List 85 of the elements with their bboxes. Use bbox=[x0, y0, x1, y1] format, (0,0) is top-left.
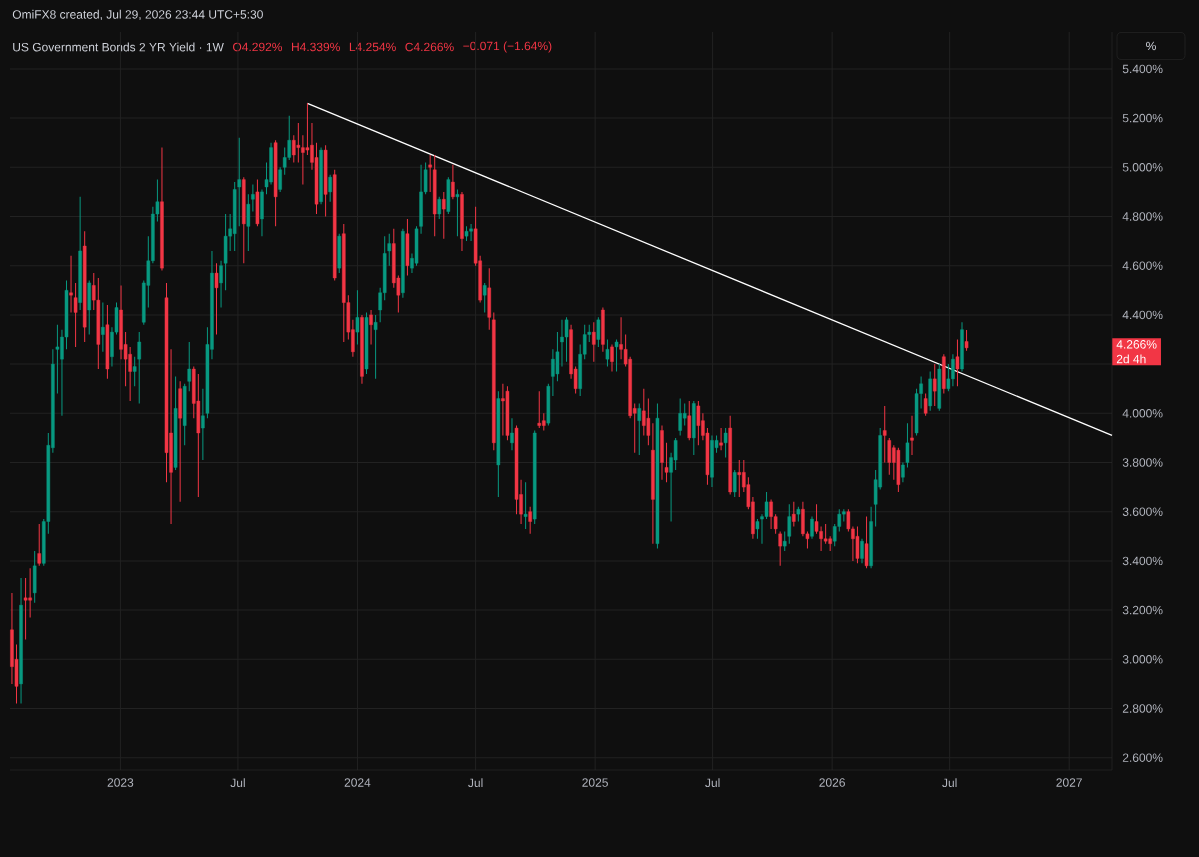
x-tick-label: 2027 bbox=[1056, 778, 1082, 787]
candlestick bbox=[523, 481, 528, 530]
x-tick-label: 2025 bbox=[582, 778, 608, 787]
y-tick-label: 2.800% bbox=[1122, 704, 1163, 713]
x-tick-label: Jul bbox=[705, 778, 720, 788]
y-tick-label: 3.400% bbox=[1122, 556, 1163, 566]
x-tick-label: 2023 bbox=[107, 778, 134, 787]
text: US Government Bonds 2 YR Yield · 1W bbox=[13, 42, 224, 52]
candlestick bbox=[37, 523, 41, 567]
candlestick bbox=[864, 516, 869, 569]
y-tick-label: 5.200% bbox=[1122, 113, 1163, 123]
candlestick bbox=[687, 400, 692, 441]
x-tick-label: Jul bbox=[468, 778, 483, 788]
candlestick bbox=[369, 309, 373, 345]
y-tick-label: 4.800% bbox=[1122, 212, 1163, 221]
candlestick bbox=[910, 415, 914, 456]
candlestick bbox=[528, 506, 532, 535]
y-tick-label: 3.200% bbox=[1122, 605, 1163, 615]
y-tick-label: 4.400% bbox=[1122, 310, 1163, 320]
y-tick-label: 3.600% bbox=[1122, 507, 1163, 516]
x-tick-label: Jul bbox=[230, 778, 245, 788]
y-tick-label: 5.400% bbox=[1122, 64, 1163, 74]
candlestick bbox=[537, 390, 542, 429]
candlestick bbox=[682, 402, 687, 427]
candlestick bbox=[860, 538, 864, 564]
candlestick bbox=[355, 289, 360, 345]
annotation: O4.292% bbox=[233, 42, 283, 52]
candlestick bbox=[614, 339, 619, 372]
candlestick bbox=[137, 331, 141, 404]
text: 4.266% bbox=[1116, 340, 1157, 349]
candlestick bbox=[855, 525, 860, 564]
candlestick bbox=[328, 174, 332, 203]
candlestick bbox=[455, 188, 460, 237]
candlestick bbox=[637, 402, 642, 456]
candlestick bbox=[23, 577, 28, 641]
annotation: C4.266% bbox=[405, 42, 454, 52]
candlestick bbox=[132, 356, 137, 387]
candlestick bbox=[782, 530, 787, 552]
candlestick bbox=[510, 417, 514, 451]
annotation: L4.254% bbox=[349, 42, 396, 52]
y-tick-label: 3.800% bbox=[1122, 458, 1163, 467]
candlestick bbox=[792, 501, 796, 527]
candlestick bbox=[737, 459, 742, 498]
candlestick bbox=[964, 329, 969, 352]
candlestick bbox=[437, 196, 441, 220]
candlestick bbox=[373, 314, 378, 380]
annotation: H4.339% bbox=[291, 42, 340, 52]
candlestick bbox=[214, 262, 219, 336]
candlestick bbox=[387, 233, 391, 267]
candlestick bbox=[923, 393, 928, 417]
y-tick-label: 2.600% bbox=[1122, 753, 1163, 762]
x-tick-label: 2024 bbox=[344, 778, 371, 787]
candlestick bbox=[778, 530, 782, 567]
candlestick bbox=[887, 437, 892, 476]
text: % bbox=[1146, 41, 1156, 51]
candlestick bbox=[101, 302, 105, 353]
y-tick-label: 5.000% bbox=[1122, 163, 1163, 172]
y-tick-label: 4.000% bbox=[1122, 409, 1163, 418]
candlestick bbox=[787, 503, 792, 545]
candlestick bbox=[187, 341, 191, 392]
y-tick-label: 3.000% bbox=[1122, 655, 1163, 664]
candlestick bbox=[442, 191, 446, 240]
candlestick bbox=[482, 282, 487, 313]
candlestick bbox=[237, 137, 241, 227]
candlestick bbox=[810, 516, 814, 540]
candlestick bbox=[696, 400, 701, 446]
x-tick-label: 2026 bbox=[819, 778, 845, 787]
candlestick bbox=[955, 339, 960, 387]
text: 2d 4h bbox=[1116, 354, 1146, 364]
text: OmiFX8 created, Jul 29, 2026 23:44 UTC+5:30 bbox=[12, 9, 263, 21]
x-tick-label: Jul bbox=[942, 778, 957, 788]
candlestick bbox=[719, 427, 723, 451]
candlestick bbox=[755, 518, 760, 540]
candlestick bbox=[596, 316, 601, 348]
candlestick bbox=[932, 363, 937, 407]
candlestick bbox=[564, 316, 569, 363]
candlestick bbox=[882, 405, 887, 463]
annotation: −0.071 (−1.64%) bbox=[463, 41, 552, 53]
candlestick bbox=[723, 427, 728, 459]
candlestick bbox=[605, 339, 610, 368]
y-tick-label: 4.600% bbox=[1122, 261, 1163, 270]
candlestick bbox=[610, 343, 614, 372]
candlestick bbox=[451, 164, 455, 200]
candlestick bbox=[592, 321, 596, 363]
candlestick bbox=[732, 469, 737, 498]
